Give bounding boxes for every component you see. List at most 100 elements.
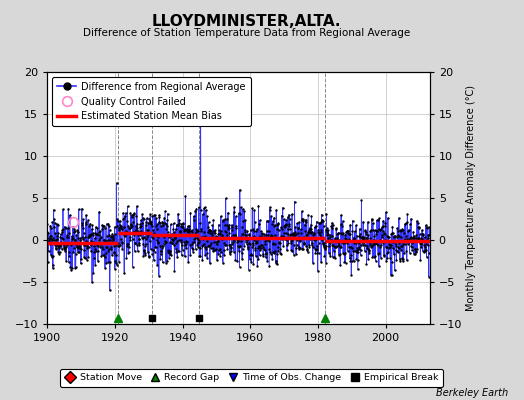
Point (58, 246, 66, 252)
Point (374, 251, 382, 257)
Point (155, 219, 163, 226)
Point (140, 250, 149, 256)
Point (72, 240, 81, 247)
Point (189, 248, 197, 255)
Point (128, 223, 137, 230)
Point (150, 232, 159, 238)
Point (121, 212, 129, 219)
Point (255, 252, 264, 258)
Point (268, 233, 276, 240)
Point (205, 227, 214, 233)
Point (80, 247, 89, 254)
Point (191, 208, 200, 214)
Point (210, 239, 218, 245)
Point (336, 262, 344, 268)
Point (145, 218, 154, 224)
Point (56, 241, 64, 248)
Point (387, 272, 395, 278)
Point (405, 235, 413, 242)
Point (229, 232, 237, 238)
Point (338, 239, 346, 245)
Point (315, 229, 324, 236)
Point (154, 240, 162, 246)
Point (365, 248, 373, 254)
Point (243, 241, 252, 247)
Point (232, 234, 241, 240)
Point (141, 241, 150, 248)
Point (322, 259, 330, 266)
Point (43, 220, 51, 227)
Point (73, 244, 81, 250)
Point (334, 240, 343, 246)
Point (412, 248, 420, 254)
Point (348, 218, 357, 224)
Point (75, 243, 83, 249)
Point (172, 240, 180, 246)
Point (351, 239, 359, 246)
Point (397, 246, 406, 253)
Point (122, 231, 130, 237)
Point (350, 234, 358, 241)
Point (417, 240, 425, 246)
Point (75, 243, 84, 250)
Point (424, 274, 433, 280)
Point (152, 223, 160, 230)
Point (171, 234, 179, 241)
Point (212, 239, 220, 245)
Point (155, 212, 163, 218)
Point (107, 239, 116, 245)
Point (279, 204, 287, 211)
Point (56, 249, 64, 256)
Point (114, 227, 123, 233)
Point (300, 240, 309, 246)
Point (375, 226, 383, 232)
Point (307, 226, 315, 232)
Point (283, 247, 291, 254)
Point (167, 221, 175, 228)
Point (221, 216, 229, 222)
Point (249, 236, 258, 243)
Point (57, 239, 66, 245)
Point (100, 236, 108, 243)
Point (133, 242, 141, 248)
Point (205, 243, 213, 250)
Point (265, 228, 273, 234)
Point (351, 228, 359, 234)
Point (379, 240, 388, 246)
Point (241, 227, 249, 234)
Point (213, 257, 221, 264)
Point (230, 209, 238, 215)
Point (366, 238, 375, 244)
Point (253, 262, 261, 269)
Point (399, 241, 407, 248)
Point (206, 230, 214, 236)
Point (138, 234, 146, 241)
Point (169, 226, 178, 232)
Point (57, 240, 65, 247)
Point (251, 245, 259, 251)
Point (96, 244, 104, 250)
Point (66, 212, 74, 218)
Point (97, 240, 106, 246)
Point (206, 260, 214, 267)
Point (50, 223, 58, 230)
Point (250, 219, 259, 226)
Point (272, 226, 281, 232)
Point (152, 237, 161, 244)
Point (274, 244, 282, 250)
Point (378, 224, 386, 230)
Point (180, 239, 188, 245)
Point (133, 220, 141, 227)
Point (314, 239, 323, 246)
Point (421, 222, 430, 228)
Point (288, 237, 296, 243)
Point (418, 227, 426, 233)
Point (204, 243, 212, 249)
Point (420, 248, 429, 255)
Point (310, 224, 319, 230)
Point (128, 214, 136, 220)
Point (185, 242, 194, 248)
Point (169, 236, 177, 243)
Point (99, 252, 107, 259)
Point (286, 226, 294, 232)
